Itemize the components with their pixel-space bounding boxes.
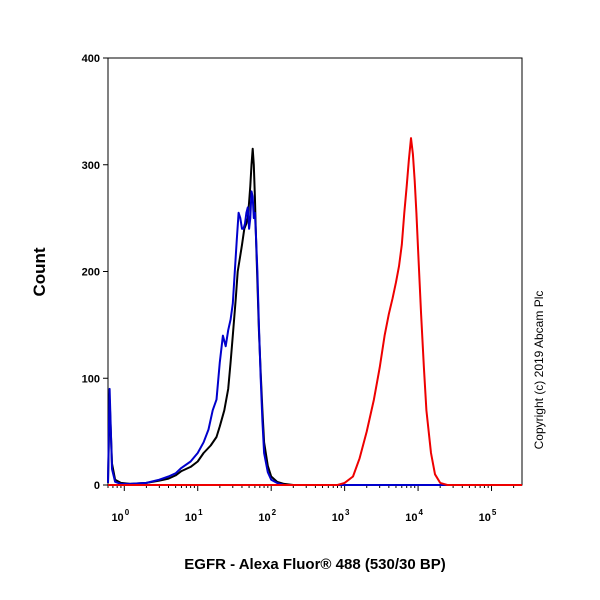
y-axis-ticks: 0 100 200 300 400 xyxy=(82,53,108,492)
series-layer xyxy=(107,137,522,486)
x-tick-label: 103 xyxy=(332,508,350,524)
y-axis-title: Count xyxy=(30,247,49,296)
x-tick-label: 104 xyxy=(405,508,423,524)
x-axis-ticks: 100 101 102 103 104 105 xyxy=(107,485,515,524)
x-tick-label: 102 xyxy=(258,508,276,524)
series-line-2 xyxy=(107,190,522,486)
x-tick-label: 105 xyxy=(479,508,497,524)
x-tick-label: 100 xyxy=(111,508,129,524)
x-axis-title: EGFR - Alexa Fluor® 488 (530/30 BP) xyxy=(184,556,445,573)
y-tick-label: 0 xyxy=(94,480,100,492)
copyright-annotation: Copyright (c) 2019 Abcam Plc xyxy=(532,291,546,450)
x-tick-label: 101 xyxy=(185,508,203,524)
y-tick-label: 100 xyxy=(82,373,100,385)
y-tick-label: 300 xyxy=(82,160,100,172)
y-tick-label: 400 xyxy=(82,53,100,65)
plot-frame xyxy=(107,57,523,486)
series-line-3 xyxy=(108,137,522,486)
y-tick-label: 200 xyxy=(82,267,100,279)
